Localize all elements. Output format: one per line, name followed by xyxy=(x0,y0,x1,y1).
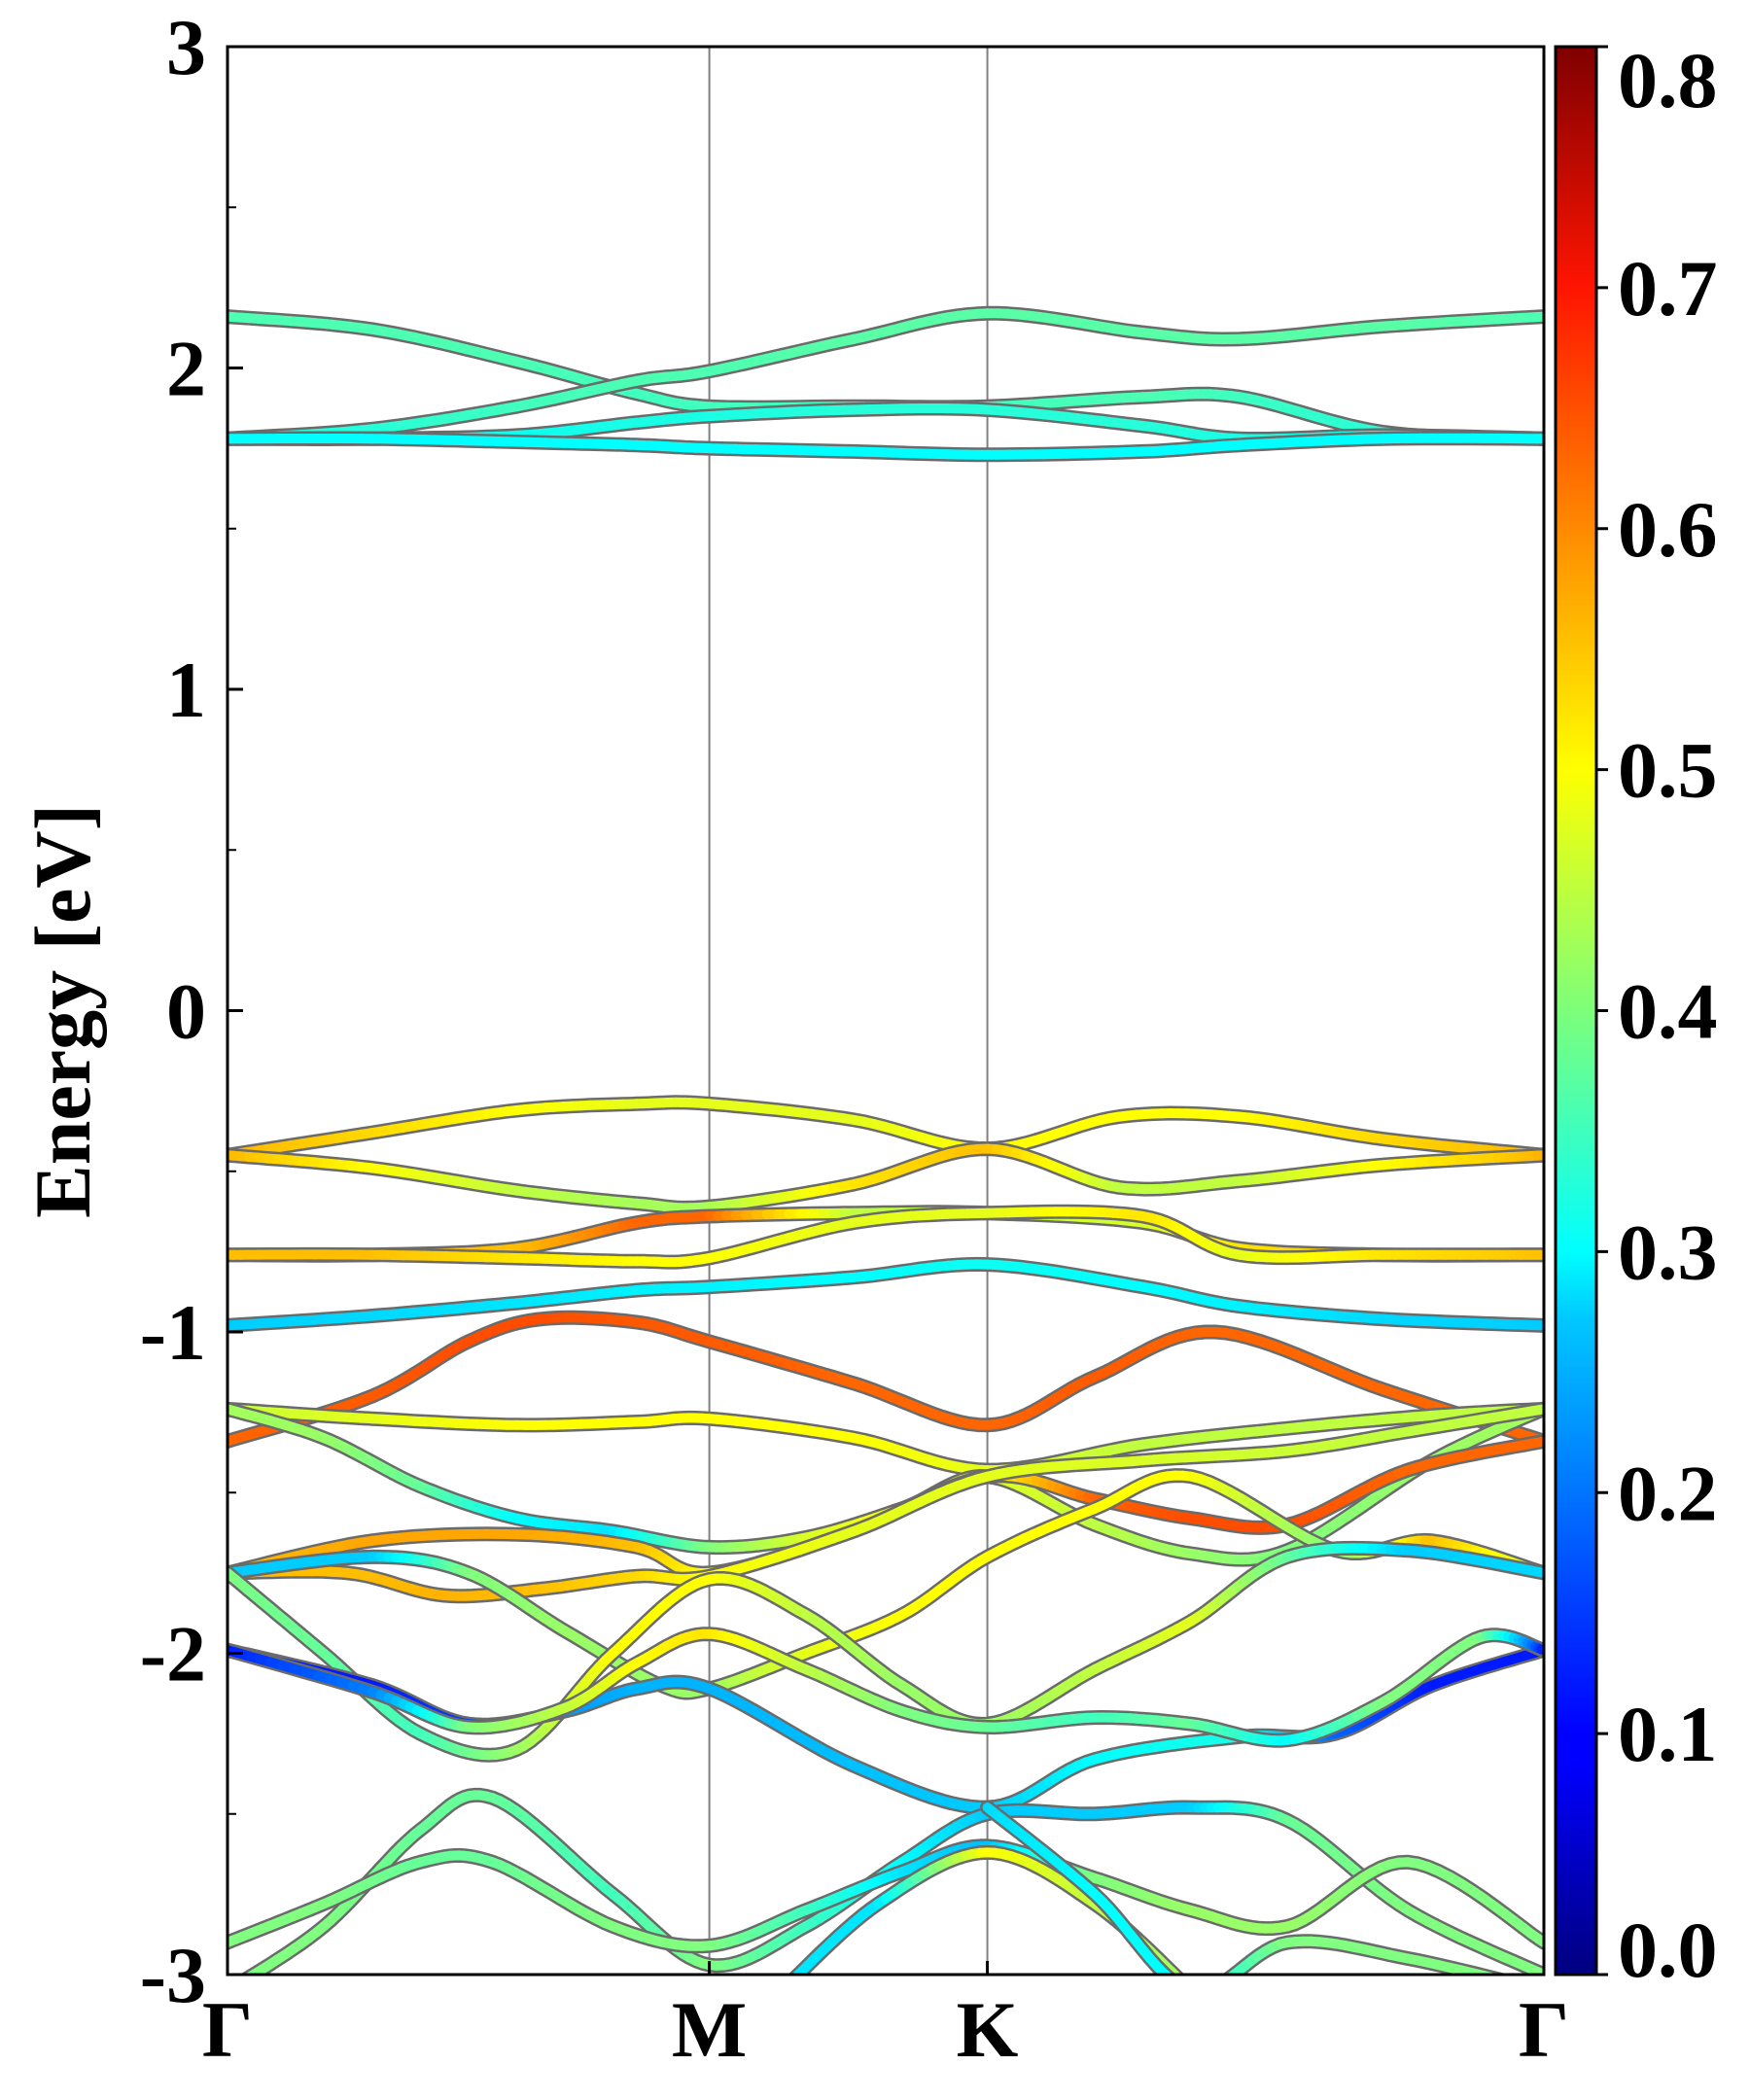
y-tick-label: 1 xyxy=(166,646,206,734)
x-tick-label: Γ xyxy=(1519,1985,1569,2074)
band-segment xyxy=(1490,1973,1500,1975)
band-segment xyxy=(1184,1988,1191,1991)
y-tick-label: 0 xyxy=(166,967,206,1056)
band-segment xyxy=(786,1982,790,1987)
colorbar-tick-label: 0.6 xyxy=(1618,485,1718,574)
colorbar-tick-label: 0.8 xyxy=(1618,36,1718,124)
y-tick-label: -2 xyxy=(140,1610,206,1698)
x-tick-label: K xyxy=(957,1985,1019,2074)
energy-bands xyxy=(228,305,1544,1992)
y-axis-label: Energy [eV] xyxy=(18,804,107,1218)
band-16 xyxy=(228,1540,1544,1763)
band-segment xyxy=(1225,1972,1236,1975)
colorbar-tick-label: 0.7 xyxy=(1618,244,1718,332)
colorbar-tick-label: 0.3 xyxy=(1618,1208,1718,1296)
y-tick-label: -1 xyxy=(140,1288,206,1377)
band-segment xyxy=(1172,1972,1182,1975)
band-segment xyxy=(1218,1981,1225,1985)
x-tick-label: Γ xyxy=(202,1985,253,2074)
band-5 xyxy=(228,1095,1544,1163)
band-20 xyxy=(228,1838,1544,1954)
y-tick-label: 3 xyxy=(166,3,206,91)
band-22 xyxy=(980,1800,1515,1992)
x-tick-label: M xyxy=(672,1985,747,2074)
band-9 xyxy=(228,1256,1544,1333)
plot-area: 3 2 1 0 -1 -2 -3 Γ M K Γ xyxy=(140,3,1569,2074)
band-segment xyxy=(1187,1987,1191,1991)
band-segment xyxy=(1198,1991,1205,1992)
colorbar: 0.0 0.1 0.2 0.3 0.4 0.5 0.6 0.7 0.8 xyxy=(1554,36,1718,1994)
band-segment xyxy=(1505,1981,1515,1984)
colorbar-gradient xyxy=(1554,45,1598,1977)
band-15 xyxy=(228,1468,1544,1700)
band-segment xyxy=(1177,1984,1184,1988)
band-segment xyxy=(1182,1982,1187,1987)
colorbar-tick-label: 0.5 xyxy=(1618,726,1718,815)
band-segment xyxy=(1211,1985,1218,1988)
band-segment xyxy=(244,1973,252,1975)
colorbar-tick-label: 0.0 xyxy=(1618,1906,1718,1994)
band-18 xyxy=(228,1627,1544,1748)
band-6 xyxy=(228,1141,1544,1215)
band-segment xyxy=(1205,1989,1211,1991)
band-segment xyxy=(1170,1974,1172,1975)
band-segment xyxy=(1191,1991,1198,1992)
colorbar-tick-label: 0.4 xyxy=(1618,967,1718,1056)
band-segment xyxy=(782,1987,786,1991)
y-axis-ticks: 3 2 1 0 -1 -2 -3 xyxy=(140,3,243,2019)
colorbar-ticks: 0.0 0.1 0.2 0.3 0.4 0.5 0.6 0.7 0.8 xyxy=(1596,36,1718,1994)
band-segment xyxy=(790,1972,800,1975)
band-4 xyxy=(228,431,1544,463)
colorbar-tick-label: 0.2 xyxy=(1618,1449,1718,1537)
y-tick-label: 2 xyxy=(166,325,206,413)
band-8 xyxy=(228,1204,1544,1270)
band-outline xyxy=(980,1800,1510,1975)
y-tick-label: -3 xyxy=(140,1931,206,2019)
colorbar-tick-label: 0.1 xyxy=(1618,1690,1718,1778)
